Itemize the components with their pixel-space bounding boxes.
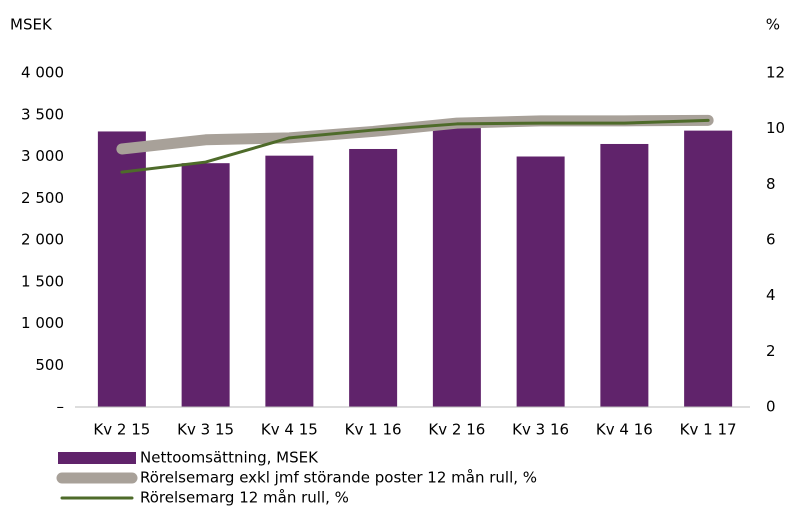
y2-axis-label: % xyxy=(766,16,780,34)
y-tick-label: 3 500 xyxy=(21,105,64,123)
y2-tick-label: 10 xyxy=(766,119,785,137)
y-axis-label: MSEK xyxy=(10,16,53,34)
x-tick-label: Kv 3 15 xyxy=(177,421,234,439)
y-tick-label: 2 000 xyxy=(21,231,64,249)
y2-tick-label: 8 xyxy=(766,175,776,193)
y-tick-label: – xyxy=(57,398,65,416)
bar xyxy=(600,143,649,407)
legend-label: Rörelsemarg 12 mån rull, % xyxy=(140,489,349,507)
bar xyxy=(265,155,314,407)
y-tick-label: 2 500 xyxy=(21,189,64,207)
legend-label: Rörelsemarg exkl jmf störande poster 12 … xyxy=(140,469,537,487)
bar xyxy=(97,131,146,407)
y2-tick-label: 0 xyxy=(766,398,776,416)
legend-swatch xyxy=(58,452,136,464)
line xyxy=(120,118,710,174)
y2-tick-label: 2 xyxy=(766,342,776,360)
y2-tick-label: 6 xyxy=(766,231,776,249)
bar xyxy=(432,128,481,408)
x-tick-label: Kv 1 16 xyxy=(345,421,402,439)
y-tick-label: 1 500 xyxy=(21,272,64,290)
y-tick-label: 500 xyxy=(35,356,64,374)
bar xyxy=(516,156,565,407)
bar xyxy=(181,163,230,407)
y-tick-label: 3 000 xyxy=(21,147,64,165)
bar xyxy=(349,148,398,408)
x-tick-label: Kv 2 15 xyxy=(93,421,150,439)
y2-tick-label: 12 xyxy=(766,64,785,82)
y-tick-label: 4 000 xyxy=(21,64,64,82)
x-tick-label: Kv 4 15 xyxy=(261,421,318,439)
legend-label: Nettoomsättning, MSEK xyxy=(140,449,319,467)
x-tick-label: Kv 4 16 xyxy=(596,421,653,439)
x-tick-label: Kv 1 17 xyxy=(680,421,737,439)
y-tick-label: 1 000 xyxy=(21,314,64,332)
x-tick-label: Kv 3 16 xyxy=(512,421,569,439)
bar xyxy=(684,130,733,408)
x-tick-label: Kv 2 16 xyxy=(428,421,485,439)
y2-tick-label: 4 xyxy=(766,286,776,304)
